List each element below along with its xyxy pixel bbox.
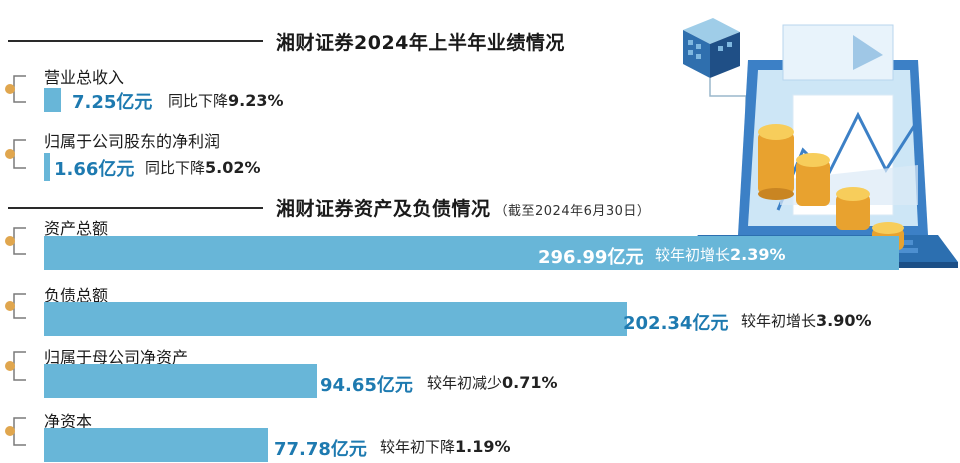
- change-value: 1.19%: [455, 437, 511, 456]
- change-label: 较年初减少0.71%: [427, 372, 558, 393]
- change-text: 同比下降: [145, 159, 206, 177]
- category-label: 营业总收入: [44, 68, 125, 87]
- category-label: 资产总额: [44, 219, 109, 238]
- section2-date-note: （截至2024年6月30日）: [494, 204, 651, 219]
- category-label: 净资本: [44, 412, 93, 431]
- change-label: 较年初增长2.39%: [655, 244, 786, 265]
- change-text: 较年初下降: [380, 438, 456, 456]
- value-label: 296.99亿元: [538, 247, 644, 268]
- change-text: 较年初增长: [655, 246, 731, 264]
- change-label: 较年初下降1.19%: [380, 436, 511, 457]
- change-label: 同比下降9.23%: [168, 90, 284, 111]
- bar-revenue: [44, 88, 61, 112]
- change-label: 较年初增长3.90%: [741, 310, 872, 331]
- category-label: 归属于母公司净资产: [44, 348, 189, 367]
- section1-rule: [8, 40, 263, 42]
- value-label: 1.66亿元: [54, 159, 135, 180]
- value-label: 202.34亿元: [623, 313, 729, 334]
- change-value: 0.71%: [502, 373, 558, 392]
- change-value: 5.02%: [205, 158, 261, 177]
- data-cube-icon: [683, 18, 740, 78]
- connector-icon: [5, 75, 26, 446]
- value-label: 77.78亿元: [274, 439, 367, 460]
- section2-title-text: 湘财证券资产及负债情况: [276, 198, 491, 220]
- change-text: 同比下降: [168, 92, 229, 110]
- bar-net-profit: [44, 153, 50, 181]
- section1-title: 湘财证券2024年上半年业绩情况: [276, 32, 565, 54]
- value-label: 7.25亿元: [72, 92, 153, 113]
- laptop-illustration-icon: [678, 18, 958, 268]
- bar-net-assets: [44, 364, 317, 398]
- section2-title: 湘财证券资产及负债情况 （截至2024年6月30日）: [276, 194, 650, 221]
- change-label: 同比下降5.02%: [145, 157, 261, 178]
- bar-net-capital: [44, 428, 268, 462]
- change-text: 较年初减少: [427, 374, 503, 392]
- bar-total-liabilities: [44, 302, 627, 336]
- section2-rule: [8, 207, 263, 209]
- change-value: 2.39%: [730, 245, 786, 264]
- value-label: 94.65亿元: [320, 375, 413, 396]
- change-text: 较年初增长: [741, 312, 817, 330]
- bar-total-assets: [44, 236, 900, 270]
- change-value: 3.90%: [816, 311, 872, 330]
- change-value: 9.23%: [228, 91, 284, 110]
- category-label: 负债总额: [44, 286, 109, 305]
- category-label: 归属于公司股东的净利润: [44, 132, 221, 151]
